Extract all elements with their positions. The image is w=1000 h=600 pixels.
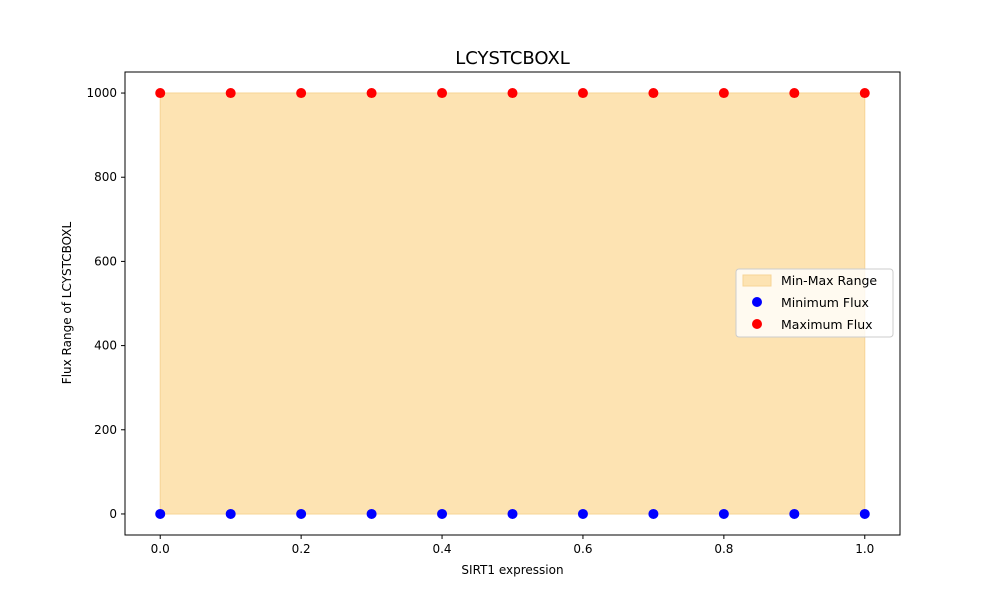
y-tick-label: 400 xyxy=(94,339,117,353)
y-tick-label: 0 xyxy=(109,507,117,521)
legend-marker-maximum-flux xyxy=(752,319,762,329)
y-axis-ticks: 0 200 400 600 800 1000 xyxy=(86,86,125,521)
maximum-flux-point xyxy=(718,88,729,99)
minimum-flux-point xyxy=(507,508,518,519)
maximum-flux-point xyxy=(789,88,800,99)
legend-box xyxy=(735,268,894,338)
legend-label-minimum-flux: Minimum Flux xyxy=(781,295,869,310)
maximum-flux-point xyxy=(225,88,236,99)
legend: Min-Max Range Minimum Flux Maximum Flux xyxy=(735,268,894,338)
minimum-flux-point xyxy=(366,508,377,519)
x-tick-label: 0.4 xyxy=(432,542,451,556)
minimum-flux-point xyxy=(859,508,870,519)
legend-label-min-max-range: Min-Max Range xyxy=(781,273,877,288)
y-axis-label: Flux Range of LCYSTCBOXL xyxy=(60,221,74,384)
minimum-flux-point xyxy=(155,508,166,519)
maximum-flux-point xyxy=(648,88,659,99)
x-tick-label: 0.8 xyxy=(714,542,733,556)
maximum-flux-point xyxy=(507,88,518,99)
legend-marker-minimum-flux xyxy=(752,297,762,307)
minimum-flux-point xyxy=(577,508,588,519)
points-layer xyxy=(155,88,870,519)
minimum-flux-point xyxy=(648,508,659,519)
maximum-flux-point xyxy=(366,88,377,99)
x-tick-label: 0.0 xyxy=(151,542,170,556)
minimum-flux-point xyxy=(789,508,800,519)
y-tick-label: 200 xyxy=(94,423,117,437)
maximum-flux-point xyxy=(577,88,588,99)
x-axis-label: SIRT1 expression xyxy=(461,563,563,577)
y-tick-label: 1000 xyxy=(86,86,117,100)
x-tick-label: 0.2 xyxy=(292,542,311,556)
x-tick-label: 1.0 xyxy=(855,542,874,556)
legend-label-maximum-flux: Maximum Flux xyxy=(781,317,873,332)
maximum-flux-point xyxy=(859,88,870,99)
maximum-flux-point xyxy=(155,88,166,99)
maximum-flux-point xyxy=(296,88,307,99)
y-tick-label: 800 xyxy=(94,170,117,184)
legend-swatch-min-max-range xyxy=(742,274,772,287)
x-tick-label: 0.6 xyxy=(573,542,592,556)
maximum-flux-point xyxy=(437,88,448,99)
minimum-flux-point xyxy=(718,508,729,519)
minimum-flux-point xyxy=(296,508,307,519)
plot-frame xyxy=(124,71,901,536)
chart-title: LCYSTCBOXL xyxy=(455,48,570,69)
x-axis-ticks: 0.0 0.2 0.4 0.6 0.8 1.0 xyxy=(151,535,874,556)
y-tick-label: 600 xyxy=(94,254,117,268)
minimum-flux-point xyxy=(437,508,448,519)
minimum-flux-point xyxy=(225,508,236,519)
